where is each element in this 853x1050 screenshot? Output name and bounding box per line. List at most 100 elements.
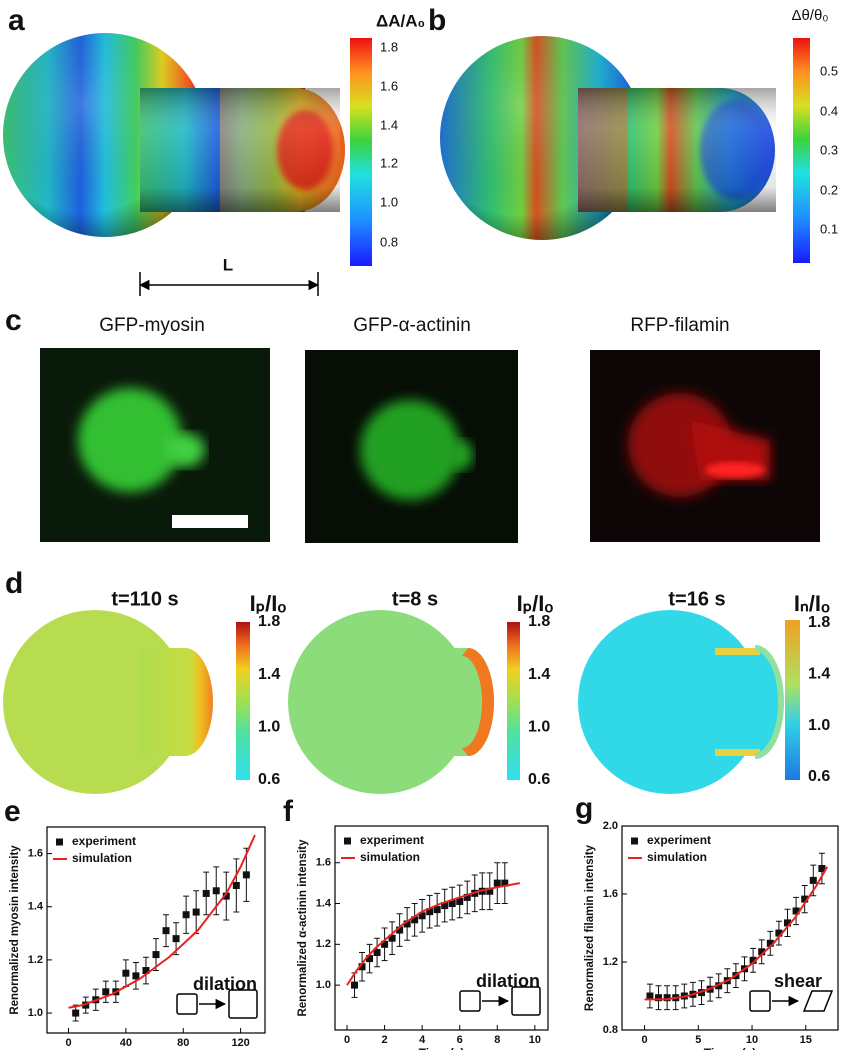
experiment-point bbox=[132, 972, 140, 980]
image-title: GFP-α-actinin bbox=[353, 315, 471, 336]
experiment-point bbox=[232, 881, 240, 889]
experiment-point bbox=[646, 992, 654, 1000]
experiment-point bbox=[501, 879, 509, 887]
schematic-box bbox=[228, 989, 258, 1019]
experiment-point bbox=[358, 963, 366, 971]
experiment-point bbox=[463, 893, 471, 901]
experiment-point bbox=[411, 916, 419, 924]
legend-label: experiment bbox=[647, 833, 711, 847]
colorbar-tick: 0.5 bbox=[820, 63, 838, 78]
cell-shape bbox=[440, 36, 776, 240]
cell-map bbox=[578, 610, 784, 794]
annotation: dilation bbox=[476, 971, 540, 991]
x-tick-label: 6 bbox=[457, 1034, 463, 1046]
legend-swatch bbox=[56, 838, 63, 846]
y-tick-label: 1.4 bbox=[28, 901, 44, 913]
cell-map bbox=[3, 610, 213, 794]
colorbar-tick: 1.8 bbox=[258, 613, 280, 630]
experiment-point bbox=[486, 887, 494, 895]
experiment-point bbox=[758, 948, 766, 956]
colorbar-tick: 1.8 bbox=[808, 614, 830, 631]
chart: g 0.8 1.2 1.6 2.0 0 5 10 15 Times (s) Renormalized… bbox=[575, 792, 839, 1050]
colorbar-tick: 1.8 bbox=[528, 613, 550, 630]
colorbar bbox=[793, 38, 810, 263]
image-title: RFP-filamin bbox=[630, 315, 729, 336]
x-tick-label: 0 bbox=[65, 1037, 71, 1049]
image-title: GFP-myosin bbox=[99, 315, 205, 336]
experiment-point bbox=[172, 935, 180, 943]
legend-swatch bbox=[631, 837, 638, 845]
colorbar-tick: 1.4 bbox=[808, 666, 830, 683]
dimension-label: L bbox=[223, 255, 233, 274]
schematic-box bbox=[802, 990, 834, 1012]
experiment-point bbox=[212, 887, 220, 895]
x-axis-title: Time (s) bbox=[419, 1046, 465, 1050]
panel-b: b Δθ/θ₀ 0.5 0.4 0.3 0.2 0.1 bbox=[428, 4, 838, 263]
experiment-point bbox=[801, 895, 809, 903]
x-tick-label: 10 bbox=[529, 1034, 541, 1046]
experiment-point bbox=[381, 940, 389, 948]
y-tick-label: 2.0 bbox=[603, 820, 618, 832]
colorbar-tick: 0.4 bbox=[820, 103, 838, 118]
micrograph bbox=[40, 348, 270, 542]
experiment-point bbox=[775, 929, 783, 937]
colorbar bbox=[350, 38, 372, 266]
experiment-point bbox=[351, 981, 359, 989]
y-tick-label: 1.6 bbox=[316, 857, 331, 869]
experiment-point bbox=[162, 927, 170, 935]
plot-frame bbox=[46, 826, 266, 1034]
legend-swatch bbox=[344, 837, 351, 845]
x-tick-label: 2 bbox=[382, 1034, 388, 1046]
x-tick-label: 5 bbox=[695, 1034, 701, 1046]
x-tick-label: 0 bbox=[344, 1034, 350, 1046]
legend-label: experiment bbox=[360, 833, 424, 847]
y-tick-label: 1.4 bbox=[316, 897, 332, 909]
experiment-point bbox=[222, 892, 230, 900]
experiment-point bbox=[655, 994, 663, 1002]
experiment-point bbox=[142, 967, 150, 975]
colorbar-tick: 1.0 bbox=[808, 717, 830, 734]
simulation-line bbox=[68, 834, 256, 1009]
experiment-point bbox=[366, 955, 374, 963]
y-axis-title: Renormalized α-actinin intensity bbox=[297, 839, 309, 1017]
colorbar-tick: 1.0 bbox=[258, 719, 280, 736]
y-tick-label: 0.8 bbox=[603, 1024, 618, 1036]
colorbar-title: Iₚ/Iₒ bbox=[250, 591, 287, 616]
schematic-box bbox=[749, 990, 771, 1012]
cell-map bbox=[288, 610, 494, 794]
y-tick-label: 1.0 bbox=[28, 1007, 43, 1019]
colorbar-tick: 1.4 bbox=[258, 666, 280, 683]
experiment-point bbox=[783, 919, 791, 927]
experiment-point bbox=[715, 982, 723, 990]
y-tick-label: 1.0 bbox=[316, 979, 331, 991]
colorbar-title: Iₚ/Iₒ bbox=[517, 591, 554, 616]
panel-label: d bbox=[5, 567, 23, 600]
experiment-point bbox=[766, 939, 774, 947]
experiment-point bbox=[403, 920, 411, 928]
colorbar-title: ΔA/A₀ bbox=[376, 11, 425, 30]
x-tick-label: 120 bbox=[231, 1037, 249, 1049]
x-axis-title: Times (s) bbox=[704, 1046, 756, 1050]
colorbar-tick: 0.6 bbox=[258, 771, 280, 788]
colorbar-title: Iₙ/Iₒ bbox=[794, 591, 830, 616]
schematic-box bbox=[176, 993, 198, 1015]
experiment-point bbox=[493, 879, 501, 887]
x-tick-label: 15 bbox=[800, 1034, 812, 1046]
experiment-point bbox=[373, 948, 381, 956]
micrograph bbox=[590, 350, 820, 542]
panel-d: d t=110 s t=8 s t=16 s Iₚ/Iₒ Iₚ/Iₒ Iₙ/Iₒ bbox=[3, 567, 830, 794]
colorbar-tick: 1.2 bbox=[380, 155, 398, 170]
annotation: shear bbox=[774, 971, 822, 991]
chart: f 1.0 1.2 1.4 1.6 0 2 4 6 8 10 Time (s) Renormalized… bbox=[283, 795, 549, 1050]
experiment-point bbox=[102, 988, 110, 996]
colorbar-tick: 0.6 bbox=[808, 768, 830, 785]
y-tick-label: 1.2 bbox=[316, 938, 331, 950]
experiment-point bbox=[441, 902, 449, 910]
experiment-point bbox=[202, 889, 210, 897]
x-tick-label: 4 bbox=[419, 1034, 426, 1046]
colorbar-tick: 0.6 bbox=[528, 771, 550, 788]
experiment-point bbox=[792, 907, 800, 915]
y-axis-title: Renormalized filamin intensity bbox=[584, 844, 596, 1011]
colorbar-tick: 1.4 bbox=[380, 117, 398, 132]
